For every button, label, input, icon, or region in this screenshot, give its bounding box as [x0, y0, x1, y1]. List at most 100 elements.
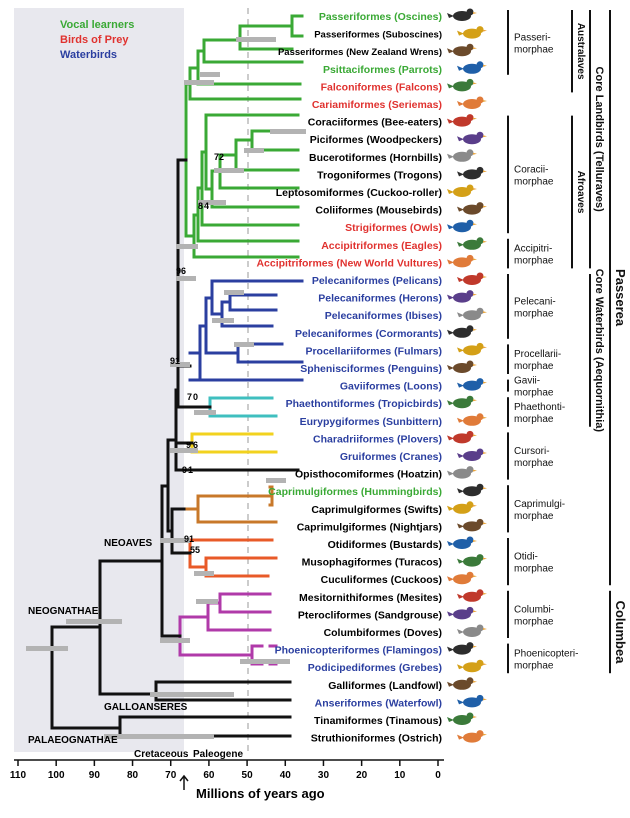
- axis-tick-label: 10: [394, 770, 406, 781]
- bird-icon: [447, 78, 477, 92]
- support-values: 72 8 4 96 91 7 0 9 6 9 1 91 55: [170, 152, 224, 555]
- time-axis: 110 100 90 80 70 60 50 40 30 20 10 0 Cretaceous Pal…: [10, 749, 444, 801]
- bird-icon: [457, 659, 487, 673]
- confidence-bars: [26, 37, 306, 739]
- morphae-label: Cursori-morphae: [514, 446, 554, 469]
- axis-tick-label: 80: [127, 770, 139, 781]
- morphae-label: Otidi-morphae: [514, 552, 554, 575]
- cursori-branches: [190, 432, 278, 454]
- legend-vocal-learners: Vocal learners: [60, 19, 134, 31]
- bird-icon: [447, 8, 477, 21]
- bird-icon: [447, 184, 477, 197]
- bird-icon: [447, 536, 477, 549]
- taxon-label: Cariamiformes (Seriemas): [312, 99, 442, 111]
- taxon-label: Accipitriformes (Eagles): [321, 240, 442, 252]
- taxon-label: Coraciiformes (Bee-eaters): [308, 117, 442, 129]
- support-value: 6: [193, 440, 198, 450]
- group-label: Afroaves: [575, 171, 586, 214]
- taxon-label: Gruiformes (Cranes): [340, 451, 442, 463]
- taxon-label: Opisthocomiformes (Hoatzin): [295, 469, 442, 481]
- support-value: 96: [176, 266, 186, 276]
- bird-icon: [457, 448, 487, 461]
- taxon-label: Caprimulgiformes (Hummingbirds): [268, 486, 442, 498]
- support-value: 0: [193, 392, 198, 402]
- group-label: Columbea: [613, 601, 628, 665]
- morphae-label: Pelecani-morphae: [514, 296, 556, 319]
- bird-icon: [457, 518, 487, 532]
- bird-icon: [457, 624, 487, 637]
- axis-tick-label: 110: [10, 770, 27, 781]
- taxon-label: Pelecaniformes (Pelicans): [312, 275, 442, 287]
- legend: Vocal learners Birds of Prey Waterbirds: [60, 19, 134, 61]
- axis-tick-label: 100: [48, 770, 65, 781]
- axis-tick-label: 70: [165, 770, 177, 781]
- bird-icon: [447, 360, 477, 373]
- columbea-branches: [178, 592, 278, 666]
- bird-icon: [447, 430, 477, 444]
- support-value: 55: [190, 545, 200, 555]
- morphae-label: Caprimulgi-morphae: [514, 499, 565, 522]
- bird-icon: [447, 571, 477, 585]
- taxon-label: Eurypygiformes (Sunbittern): [300, 416, 442, 428]
- morphae-label: Passeri-morphae: [514, 32, 554, 55]
- taxon-label: Caprimulgiformes (Swifts): [311, 504, 442, 516]
- morphae-label: Accipitri-morphae: [514, 244, 554, 267]
- support-value: 91: [184, 534, 194, 544]
- axis-tick-label: 40: [280, 770, 292, 781]
- bird-icon: [447, 501, 477, 514]
- bird-icon: [447, 325, 477, 338]
- k-pg-boundary-arrow-icon: [179, 774, 189, 790]
- taxon-label: Pelecaniformes (Ibises): [325, 310, 442, 322]
- bird-icon: [457, 413, 487, 426]
- otidi-branches: [188, 538, 278, 578]
- taxon-label: Pelecaniformes (Cormorants): [295, 328, 442, 340]
- support-value: 1: [188, 465, 193, 475]
- support-value: 9: [186, 440, 191, 450]
- clade-labels: NEOAVES NEOGNATHAE GALLOANSERES PALAEOGN…: [28, 538, 188, 746]
- taxon-label: Galliformes (Landfowl): [328, 680, 442, 692]
- bird-icon: [447, 219, 477, 233]
- group-label: Passerea: [613, 269, 628, 327]
- taxon-label: Passeriformes (Oscines): [319, 11, 442, 23]
- taxon-label: Musophagiformes (Turacos): [302, 557, 442, 569]
- galloanseres-label: GALLOANSERES: [104, 702, 188, 713]
- waterbird-branches: [188, 279, 304, 382]
- bird-icon: [457, 307, 487, 321]
- bird-icon: [447, 290, 477, 303]
- taxon-label: Bucerotiformes (Hornbills): [309, 152, 442, 164]
- taxon-label: Columbiformes (Doves): [324, 627, 442, 639]
- taxon-label: Charadriiformes (Plovers): [313, 433, 442, 445]
- support-value: 7: [187, 392, 192, 402]
- bird-icon: [457, 131, 487, 145]
- bird-icon: [447, 466, 477, 479]
- morphae-label: Phoenicopteri-morphae: [514, 648, 578, 671]
- support-value: 4: [204, 201, 209, 211]
- taxon-labels: Passeriformes (Oscines) Passeriformes (Su…: [256, 11, 442, 745]
- taxon-label: Caprimulgiformes (Nightjars): [297, 521, 442, 533]
- taxon-label: Accipitriformes (New World Vultures): [256, 257, 442, 269]
- support-value: 72: [214, 152, 224, 162]
- bird-icon: [457, 554, 487, 567]
- morphae-label: Columbi-morphae: [514, 604, 554, 627]
- taxon-label: Podicipediformes (Grebes): [308, 662, 442, 674]
- legend-birds-of-prey: Birds of Prey: [60, 34, 129, 46]
- taxon-label: Cuculiformes (Cuckoos): [321, 574, 442, 586]
- palaeognathae-label: PALAEOGNATHAE: [28, 735, 118, 746]
- cretaceous-label: Cretaceous: [134, 749, 189, 760]
- bird-icon: [457, 272, 487, 285]
- bird-icon: [457, 730, 487, 743]
- bird-icon: [447, 254, 477, 268]
- bird-icon: [447, 677, 477, 690]
- axis-tick-label: 30: [318, 770, 330, 781]
- bird-icon: [447, 114, 477, 127]
- axis-ticks: 110 100 90 80 70 60 50 40 30 20 10 0: [10, 760, 441, 781]
- taxon-label: Sphenisciformes (Penguins): [300, 363, 442, 375]
- bird-icon: [457, 342, 487, 356]
- bird-icon: [457, 61, 487, 74]
- taxon-label: Passeriformes (Suboscines): [314, 30, 442, 41]
- taxon-label: Pelecaniformes (Herons): [318, 293, 442, 305]
- group-brackets: Australaves Afroaves Core Landbirds (Tellu…: [571, 10, 628, 674]
- morphae-brackets: Passeri-morphae Coracii-morphae Accipitri-…: [507, 10, 578, 674]
